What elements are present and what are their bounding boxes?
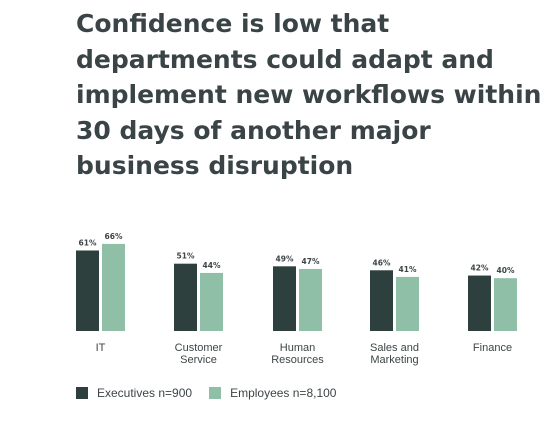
chart-title: Confidence is low that departments could… <box>76 9 542 180</box>
data-label-it-employees: 66% <box>105 232 123 241</box>
bar-customer-service-employees <box>200 272 223 331</box>
category-label-customer-service: Customer <box>175 342 223 354</box>
data-label-sales-and-marketing-employees: 41% <box>399 265 417 274</box>
data-label-finance-executives: 42% <box>471 264 489 273</box>
bar-sales-and-marketing-employees <box>396 276 419 331</box>
category-label-customer-service: Service <box>180 354 217 366</box>
category-label-finance: Finance <box>473 342 512 354</box>
legend-swatch-employees <box>209 387 222 399</box>
category-label-human-resources: Resources <box>271 354 324 366</box>
category-label-sales-and-marketing: Sales and <box>370 342 419 354</box>
bar-finance-employees <box>494 278 517 331</box>
legend-item-employees: Employees n=8,100 <box>209 386 336 400</box>
bar-human-resources-employees <box>299 268 322 331</box>
legend-label-executives: Executives n=900 <box>97 386 193 400</box>
legend-item-executives: Executives n=900 <box>76 386 192 400</box>
category-label-it: IT <box>96 342 106 354</box>
data-label-human-resources-employees: 47% <box>302 257 320 266</box>
legend: Executives n=900 Employees n=8,100 <box>76 386 353 400</box>
data-label-human-resources-executives: 49% <box>276 254 294 263</box>
bar-human-resources-executives <box>273 266 296 331</box>
category-label-sales-and-marketing: Marketing <box>370 354 418 366</box>
data-label-customer-service-executives: 51% <box>177 252 195 261</box>
bar-customer-service-executives <box>174 263 197 331</box>
bar-finance-executives <box>468 275 491 331</box>
bar-it-employees <box>102 243 125 331</box>
data-label-finance-employees: 40% <box>497 266 515 275</box>
legend-label-employees: Employees n=8,100 <box>230 386 337 400</box>
bar-it-executives <box>76 250 99 331</box>
bar-sales-and-marketing-executives <box>370 270 393 331</box>
data-label-customer-service-employees: 44% <box>203 261 221 270</box>
data-label-it-executives: 61% <box>79 238 97 247</box>
legend-swatch-executives <box>76 387 88 399</box>
category-label-human-resources: Human <box>280 342 315 354</box>
data-label-sales-and-marketing-executives: 46% <box>373 258 391 267</box>
